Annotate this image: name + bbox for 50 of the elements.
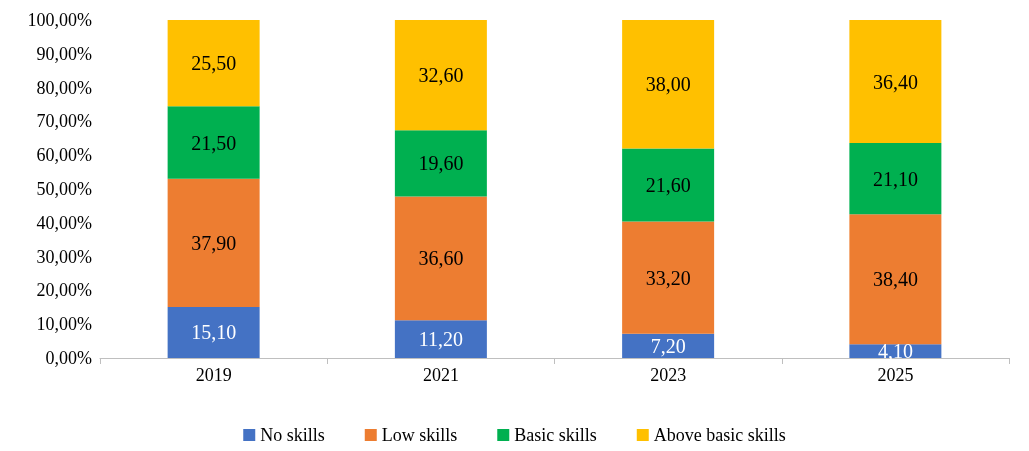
data-label: 38,40 bbox=[872, 268, 918, 291]
x-tick-label: 2025 bbox=[877, 365, 914, 385]
y-tick-label: 90,00% bbox=[36, 43, 92, 64]
bar bbox=[622, 221, 715, 334]
data-label: 36,40 bbox=[872, 70, 918, 93]
bar bbox=[622, 333, 715, 358]
bar bbox=[394, 130, 487, 197]
bar bbox=[167, 306, 260, 358]
data-label: 37,90 bbox=[191, 231, 237, 254]
legend-label: Basic skills bbox=[514, 425, 597, 445]
data-label: 11,20 bbox=[418, 328, 464, 351]
data-label: 32,60 bbox=[418, 64, 464, 87]
y-tick-label: 10,00% bbox=[36, 314, 92, 335]
data-label: 38,00 bbox=[645, 73, 691, 96]
bar bbox=[849, 214, 942, 345]
legend-label: Above basic skills bbox=[653, 425, 786, 445]
y-tick-label: 70,00% bbox=[36, 111, 92, 132]
bar bbox=[394, 20, 487, 131]
bar bbox=[167, 20, 260, 107]
y-tick-label: 20,00% bbox=[36, 280, 92, 301]
legend-label: Low skills bbox=[381, 425, 458, 445]
data-label: 36,60 bbox=[418, 247, 464, 270]
data-label: 25,50 bbox=[191, 52, 237, 75]
legend-label: No skills bbox=[260, 425, 325, 445]
data-label: 7,20 bbox=[650, 334, 686, 357]
y-tick-label: 60,00% bbox=[36, 145, 92, 166]
bar bbox=[622, 148, 715, 222]
data-label: 15,10 bbox=[191, 321, 237, 344]
y-tick-label: 40,00% bbox=[36, 212, 92, 233]
bar bbox=[622, 20, 715, 149]
bar bbox=[394, 196, 487, 321]
data-label: 4,10 bbox=[877, 340, 913, 363]
bar bbox=[394, 320, 487, 358]
data-label: 21,10 bbox=[872, 167, 918, 190]
y-tick-label: 50,00% bbox=[36, 179, 92, 199]
x-tick-label: 2019 bbox=[195, 365, 232, 385]
y-tick-label: 30,00% bbox=[36, 246, 92, 267]
bar bbox=[167, 106, 260, 179]
x-tick-label: 2021 bbox=[422, 365, 459, 385]
y-tick-label: 0,00% bbox=[45, 348, 92, 368]
data-label: 19,60 bbox=[418, 152, 464, 175]
y-tick-label: 80,00% bbox=[36, 77, 92, 98]
bar bbox=[167, 178, 260, 307]
data-label: 21,60 bbox=[645, 173, 691, 196]
data-label: 21,50 bbox=[191, 131, 237, 154]
bar bbox=[849, 143, 942, 215]
data-label: 33,20 bbox=[645, 266, 691, 289]
y-tick-label: 100,00% bbox=[27, 10, 92, 30]
x-tick-label: 2023 bbox=[650, 365, 687, 385]
bar bbox=[849, 20, 942, 144]
